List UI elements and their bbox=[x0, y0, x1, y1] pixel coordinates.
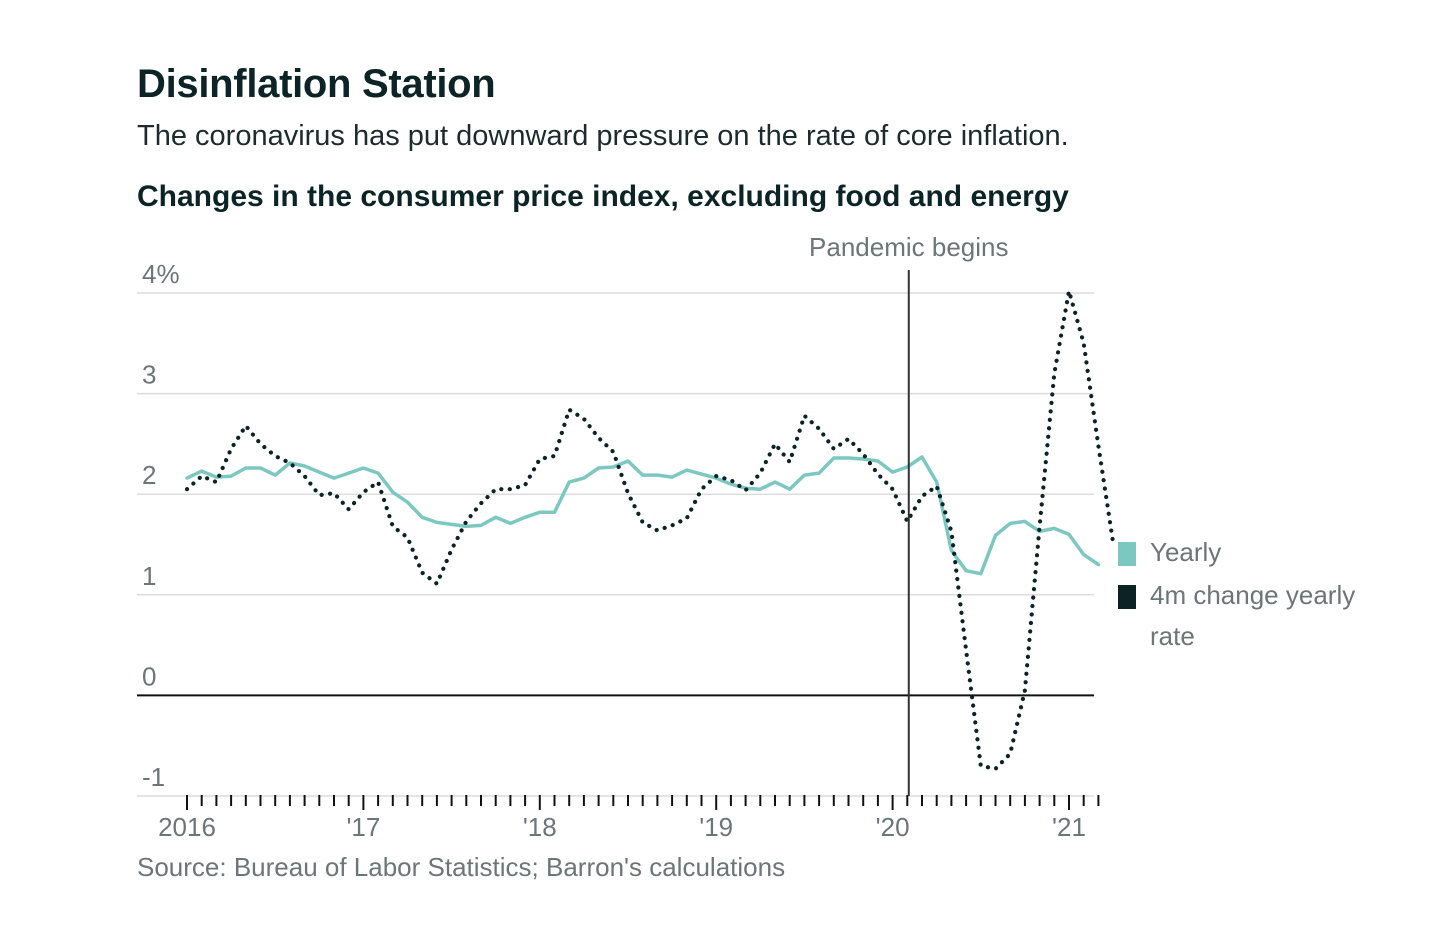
y-axis-tick-labels: 4% 3 2 1 0 -1 bbox=[142, 259, 180, 792]
source-note: Source: Bureau of Labor Statistics; Barr… bbox=[137, 852, 786, 882]
y-tick-label: 0 bbox=[142, 661, 156, 691]
y-tick-label: 3 bbox=[142, 360, 156, 390]
series-line-yearly bbox=[185, 455, 1101, 576]
x-tick-label: '18 bbox=[523, 812, 557, 842]
x-tick-label: '19 bbox=[699, 812, 733, 842]
chart-title: Disinflation Station bbox=[137, 62, 496, 106]
chart-heading: Changes in the consumer price index, exc… bbox=[137, 180, 1069, 213]
annotations: Pandemic begins bbox=[809, 232, 1009, 796]
gridlines bbox=[137, 292, 1094, 797]
y-tick-label: 1 bbox=[142, 561, 156, 591]
series-lines bbox=[184, 288, 1116, 771]
legend: Yearly 4m change yearly rate bbox=[1118, 537, 1390, 665]
legend-item-four-month: 4m change yearly rate bbox=[1118, 580, 1390, 657]
y-tick-label: 4% bbox=[142, 259, 180, 289]
y-tick-label: -1 bbox=[142, 762, 165, 792]
x-tick-label: 2016 bbox=[158, 812, 216, 842]
x-axis: 2016 '17 '18 '19 '20 '21 bbox=[158, 795, 1100, 842]
y-tick-label: 2 bbox=[142, 460, 156, 490]
legend-label-yearly: Yearly bbox=[1150, 537, 1222, 567]
x-tick-label: '17 bbox=[346, 812, 380, 842]
series-line-four-month bbox=[184, 288, 1116, 771]
legend-item-yearly: Yearly bbox=[1118, 537, 1390, 573]
pandemic-annotation-label: Pandemic begins bbox=[809, 232, 1008, 262]
legend-label-four-month: 4m change yearly rate bbox=[1150, 580, 1356, 651]
legend-swatch-yearly bbox=[1118, 542, 1136, 566]
chart-subtitle: The coronavirus has put downward pressur… bbox=[137, 120, 1069, 152]
legend-swatch-four-month bbox=[1118, 585, 1136, 609]
x-tick-label: '20 bbox=[876, 812, 910, 842]
x-tick-label: '21 bbox=[1052, 812, 1086, 842]
